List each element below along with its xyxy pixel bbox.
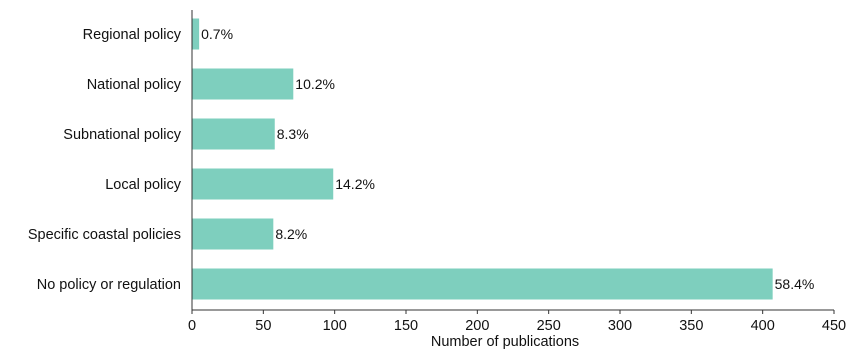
x-axis-title: Number of publications xyxy=(431,334,579,349)
bar-national-policy xyxy=(192,68,294,100)
bar-regional-policy xyxy=(192,18,200,50)
data-label-no-policy-or-regulation: 58.4% xyxy=(775,276,815,292)
category-label-subnational-policy: Subnational policy xyxy=(63,127,181,143)
data-label-national-policy: 10.2% xyxy=(295,76,335,92)
x-tick-label-0: 0 xyxy=(188,318,196,334)
category-label-national-policy: National policy xyxy=(87,77,182,93)
bar-local-policy xyxy=(192,168,334,200)
x-tick-labels-group: 0 50 100 150 200 250 300 350 400 450 xyxy=(188,310,846,334)
x-tick-label-300: 300 xyxy=(608,318,632,334)
category-label-specific-coastal-policies: Specific coastal policies xyxy=(28,227,181,243)
category-label-local-policy: Local policy xyxy=(105,177,182,193)
data-labels-group: 0.7% 10.2% 8.3% 14.2% 8.2% 58.4% xyxy=(201,26,814,292)
category-label-no-policy-or-regulation: No policy or regulation xyxy=(37,277,181,293)
data-label-specific-coastal-policies: 8.2% xyxy=(275,226,307,242)
x-tick-label-350: 350 xyxy=(679,318,703,334)
data-label-regional-policy: 0.7% xyxy=(201,26,233,42)
category-labels-group: Regional policy National policy Subnationa… xyxy=(28,27,182,293)
bar-specific-coastal-policies xyxy=(192,218,274,250)
category-label-regional-policy: Regional policy xyxy=(83,27,182,43)
data-label-subnational-policy: 8.3% xyxy=(277,126,309,142)
x-tick-label-50: 50 xyxy=(255,318,271,334)
x-tick-label-100: 100 xyxy=(323,318,347,334)
data-label-local-policy: 14.2% xyxy=(335,176,375,192)
x-tick-label-400: 400 xyxy=(751,318,775,334)
bar-subnational-policy xyxy=(192,118,275,150)
bars-group xyxy=(192,18,773,300)
x-tick-label-250: 250 xyxy=(537,318,561,334)
x-tick-label-150: 150 xyxy=(394,318,418,334)
bar-no-policy-or-regulation xyxy=(192,268,773,300)
x-tick-label-200: 200 xyxy=(465,318,489,334)
x-axis: 0 50 100 150 200 250 300 350 400 450 xyxy=(188,309,846,334)
x-tick-label-450: 450 xyxy=(822,318,846,334)
